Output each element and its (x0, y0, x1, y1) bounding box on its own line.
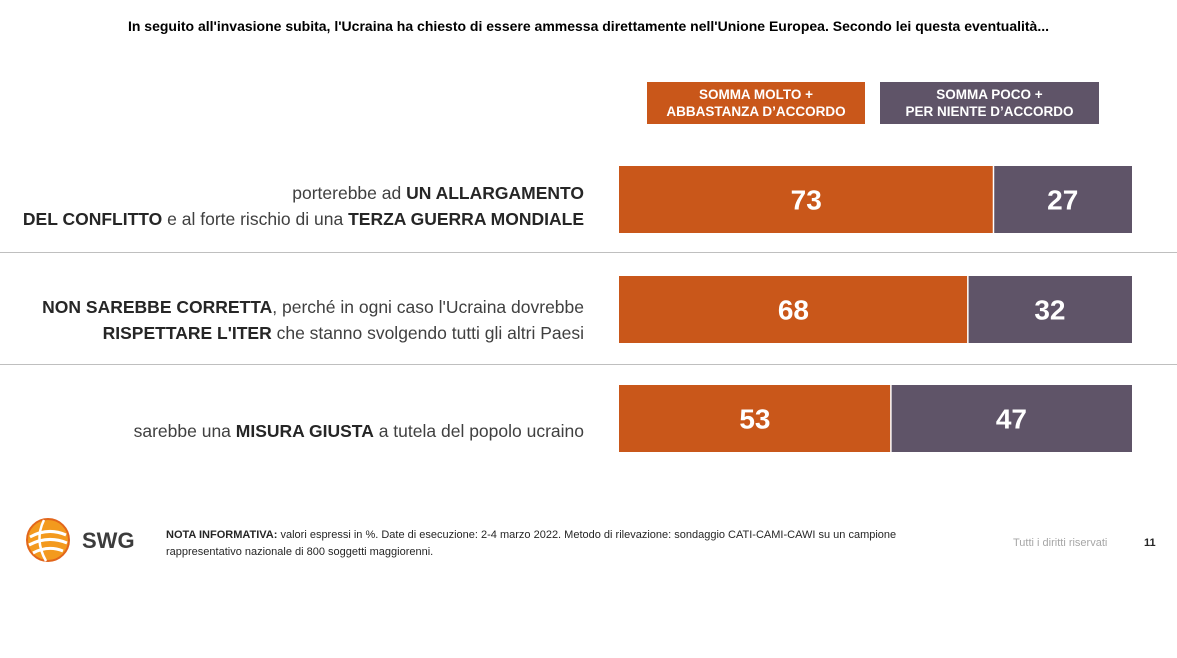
row-divider (0, 252, 1177, 253)
row-label-segment: che stanno svolgendo tutti gli altri Pae… (271, 323, 584, 343)
note-label: NOTA INFORMATIVA: (166, 529, 278, 541)
rights-text: Tutti i diritti riservati (1013, 537, 1108, 549)
row-label-misura-giusta: sarebbe una MISURA GIUSTA a tutela del p… (0, 418, 584, 444)
row-divider (0, 364, 1177, 365)
row-label-line: porterebbe ad UN ALLARGAMENTO (0, 180, 584, 206)
bar-value-label-disagree-2: 47 (996, 404, 1027, 435)
row-label-bold-segment: RISPETTARE L'ITER (102, 323, 272, 343)
legend-disagree-line2: PER NIENTE D’ACCORDO (905, 104, 1074, 119)
note-text: valori espressi in %. Date di esecuzione… (277, 529, 897, 541)
bar-value-label-agree-1: 68 (778, 295, 809, 326)
row-label-bold-segment: UN ALLARGAMENTO (406, 183, 584, 203)
row-label-bold-segment: NON SAREBBE CORRETTA (42, 297, 273, 317)
logo-text: SWG (82, 528, 135, 553)
bar-disagree-0 (993, 166, 1132, 233)
bar-value-label-agree-0: 73 (791, 185, 822, 216)
row-label-segment: e al forte rischio di una (162, 209, 349, 229)
bar-agree-0 (619, 166, 994, 233)
legend-disagree-line1: SOMMA POCO + (936, 87, 1043, 102)
row-label-allargamento: porterebbe ad UN ALLARGAMENTO DEL CONFLI… (0, 180, 584, 232)
row-label-bold-segment: MISURA GIUSTA (235, 421, 374, 441)
swg-logo-icon (26, 518, 70, 562)
row-label-line: NON SAREBBE CORRETTA, perché in ogni cas… (0, 294, 584, 320)
methodology-note: NOTA INFORMATIVA: valori espressi in %. … (166, 527, 986, 561)
legend-agree-line1: SOMMA MOLTO + (698, 87, 814, 102)
chart-title: In seguito all'invasione subita, l'Ucrai… (127, 18, 1050, 34)
bar-value-label-agree-2: 53 (739, 404, 770, 435)
row-label-line: DEL CONFLITTO e al forte rischio di una … (0, 206, 584, 232)
note-text-line2: rappresentativo nazionale di 800 soggett… (166, 546, 434, 558)
row-label-iter: NON SAREBBE CORRETTA, perché in ogni cas… (0, 294, 584, 346)
bar-disagree-2 (890, 385, 1132, 452)
bar-value-label-disagree-0: 27 (1047, 185, 1078, 216)
row-label-line: sarebbe una MISURA GIUSTA a tutela del p… (0, 418, 584, 444)
bar-value-label-disagree-1: 32 (1034, 295, 1065, 326)
page-number: 11 (1144, 537, 1156, 549)
row-label-bold-segment: TERZA GUERRA MONDIALE (348, 209, 584, 229)
bar-agree-1 (619, 276, 968, 343)
row-label-line: RISPETTARE L'ITER che stanno svolgendo t… (0, 320, 584, 346)
legend-agree: SOMMA MOLTO + ABBASTANZA D’ACCORDO (647, 82, 865, 124)
row-label-bold-segment: DEL CONFLITTO (22, 209, 163, 229)
row-label-segment: porterebbe ad (292, 183, 407, 203)
legend-disagree: SOMMA POCO + PER NIENTE D’ACCORDO (880, 82, 1099, 124)
row-label-segment: a tutela del popolo ucraino (373, 421, 584, 441)
bar-agree-2 (619, 385, 891, 452)
bar-disagree-1 (967, 276, 1132, 343)
legend-agree-line2: ABBASTANZA D’ACCORDO (666, 104, 846, 119)
row-label-segment: sarebbe una (133, 421, 236, 441)
row-label-segment: , perché in ogni caso l'Ucraina dovrebbe (272, 297, 584, 317)
